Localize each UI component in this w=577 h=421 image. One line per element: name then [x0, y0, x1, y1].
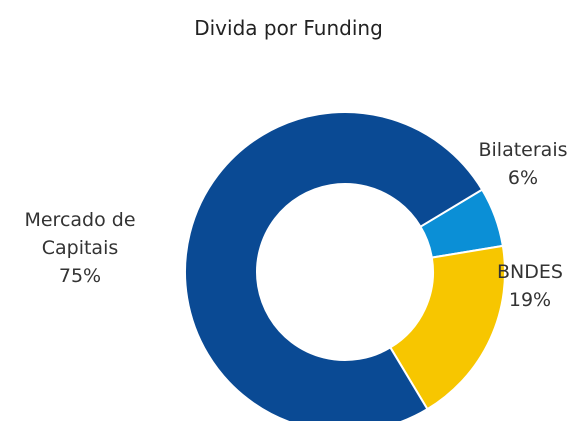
label-bndes-name: BNDES — [497, 261, 563, 283]
label-bilaterais: Bilaterais 6% — [468, 136, 577, 192]
slice-bndes — [388, 244, 506, 411]
label-bilaterais-value: 6% — [507, 167, 539, 189]
label-mercado-de-capitais: Mercado de Capitais 75% — [0, 206, 160, 290]
slice-mercado-de-capitais — [184, 111, 484, 421]
label-mercado-de-capitais-line2: Capitais — [41, 237, 119, 259]
label-mercado-de-capitais-line1: Mercado de — [24, 209, 136, 231]
chart-title: Divida por Funding — [194, 16, 383, 40]
label-bilaterais-name: Bilaterais — [478, 139, 568, 161]
label-mercado-de-capitais-value: 75% — [58, 265, 102, 287]
label-bndes-value: 19% — [508, 289, 552, 311]
label-bndes: BNDES 19% — [480, 258, 577, 314]
